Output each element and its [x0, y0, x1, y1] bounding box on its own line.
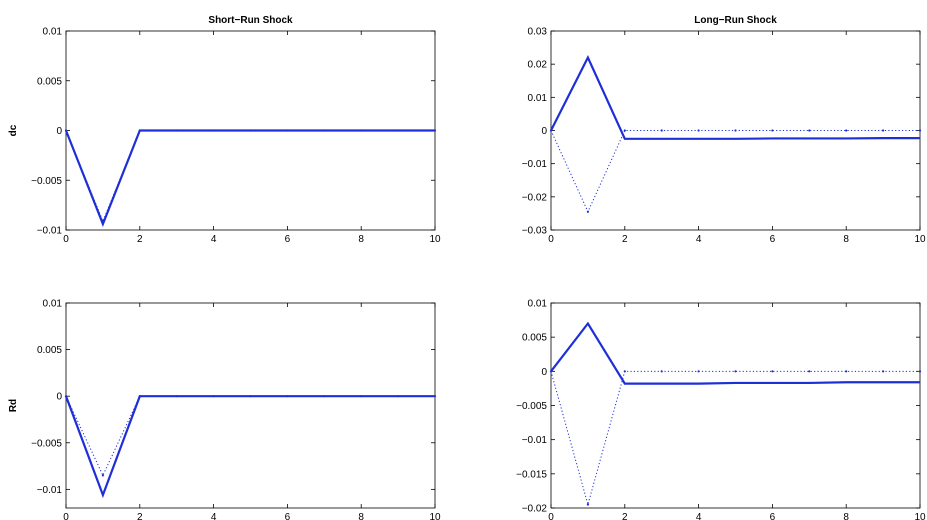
y-tick-label: 0 — [541, 126, 547, 137]
series-marker — [845, 370, 848, 373]
y-tick-label: 0.005 — [37, 76, 62, 87]
x-tick-label: 0 — [63, 234, 69, 245]
x-tick-label: 10 — [429, 234, 441, 245]
y-axis-label: dc — [8, 124, 19, 136]
y-tick-label: −0.02 — [522, 504, 548, 515]
y-tick-label: −0.01 — [522, 159, 548, 170]
x-tick-label: 2 — [137, 512, 143, 520]
series-marker — [660, 370, 663, 373]
series-marker — [586, 210, 590, 213]
series-marker — [697, 129, 700, 132]
series-marker — [882, 370, 885, 373]
x-tick-label: 2 — [137, 234, 143, 245]
x-tick-label: 0 — [548, 512, 554, 520]
axes-frame — [550, 302, 921, 509]
series-line-solid — [550, 321, 920, 385]
x-tick-label: 2 — [622, 512, 628, 520]
panel-long-run-rd: 0 2 4 6 8 10 −0.02 −0.015 −0.01 −0.005 0 0.005 0.01 — [516, 299, 926, 520]
series-marker — [808, 370, 811, 373]
x-tick-label: 8 — [843, 512, 849, 520]
y-tick-label: −0.02 — [522, 192, 548, 203]
y-tick-label: 0.02 — [528, 60, 548, 71]
x-tick-label: 0 — [63, 512, 69, 520]
x-tick-label: 8 — [843, 234, 849, 245]
x-tick-label: 6 — [285, 234, 291, 245]
series-line-solid — [64, 129, 435, 228]
panel-short-run-rd: 0 2 4 6 8 10 −0.01 −0.005 0 0.005 0.01 Rd — [8, 299, 441, 520]
series-line-solid — [64, 395, 435, 499]
axes-frame — [65, 302, 436, 509]
series-marker — [586, 503, 590, 506]
series-line-dotted — [550, 370, 920, 507]
series-marker — [734, 370, 737, 373]
series-marker — [660, 129, 663, 132]
y-tick-label: −0.005 — [516, 401, 547, 412]
series-marker — [771, 129, 774, 132]
x-tick-label: 4 — [211, 234, 217, 245]
y-tick-label: 0.01 — [43, 27, 63, 38]
series-marker — [882, 129, 885, 132]
series-marker — [918, 370, 922, 373]
series-marker — [734, 129, 737, 132]
series-marker — [771, 370, 774, 373]
x-tick-label: 6 — [285, 512, 291, 520]
x-tick-label: 10 — [429, 512, 441, 520]
y-tick-label: −0.01 — [37, 226, 63, 237]
x-tick-label: 4 — [696, 234, 702, 245]
x-tick-label: 6 — [770, 512, 776, 520]
x-tick-label: 0 — [548, 234, 554, 245]
series-marker — [623, 129, 626, 132]
y-tick-label: 0.01 — [528, 93, 548, 104]
chart-title: Short−Run Shock — [208, 15, 293, 26]
y-tick-label: 0 — [541, 367, 547, 378]
series-line-dotted — [550, 130, 920, 213]
y-tick-label: −0.015 — [516, 469, 547, 480]
x-tick-label: 10 — [914, 234, 926, 245]
y-tick-label: −0.01 — [37, 485, 63, 496]
x-tick-label: 6 — [770, 234, 776, 245]
chart-title: Long−Run Shock — [694, 15, 777, 26]
series-marker — [808, 129, 811, 132]
y-tick-label: 0.01 — [43, 299, 63, 310]
series-marker — [845, 129, 848, 132]
series-line-solid — [550, 54, 920, 140]
y-axis-label: Rd — [8, 399, 19, 412]
series-marker — [697, 370, 700, 373]
x-tick-label: 10 — [914, 512, 926, 520]
y-tick-label: 0.01 — [528, 299, 548, 310]
y-tick-label: 0 — [56, 126, 62, 137]
y-tick-label: −0.005 — [31, 438, 62, 449]
y-tick-label: 0.005 — [37, 345, 62, 356]
x-tick-label: 8 — [358, 512, 364, 520]
y-tick-label: 0.005 — [522, 333, 547, 344]
series-marker — [623, 370, 626, 373]
y-tick-label: 0.03 — [528, 27, 548, 38]
y-tick-label: −0.01 — [522, 435, 548, 446]
y-tick-label: 0 — [56, 392, 62, 403]
series-marker — [101, 474, 104, 477]
series-marker — [918, 129, 922, 132]
y-tick-label: −0.03 — [522, 226, 548, 237]
y-tick-label: −0.005 — [31, 176, 62, 187]
x-tick-label: 4 — [211, 512, 217, 520]
panel-short-run-dc: 0 2 4 6 8 10 −0.01 −0.005 0 0.005 0.01 Short−Run Sh… — [8, 15, 441, 245]
x-tick-label: 4 — [696, 512, 702, 520]
series-line-dotted — [65, 395, 435, 477]
x-tick-label: 8 — [358, 234, 364, 245]
x-tick-label: 2 — [622, 234, 628, 245]
panel-long-run-dc: 0 2 4 6 8 10 −0.03 −0.02 −0.01 0 0.01 0.02 0.03 Long−… — [522, 15, 926, 245]
